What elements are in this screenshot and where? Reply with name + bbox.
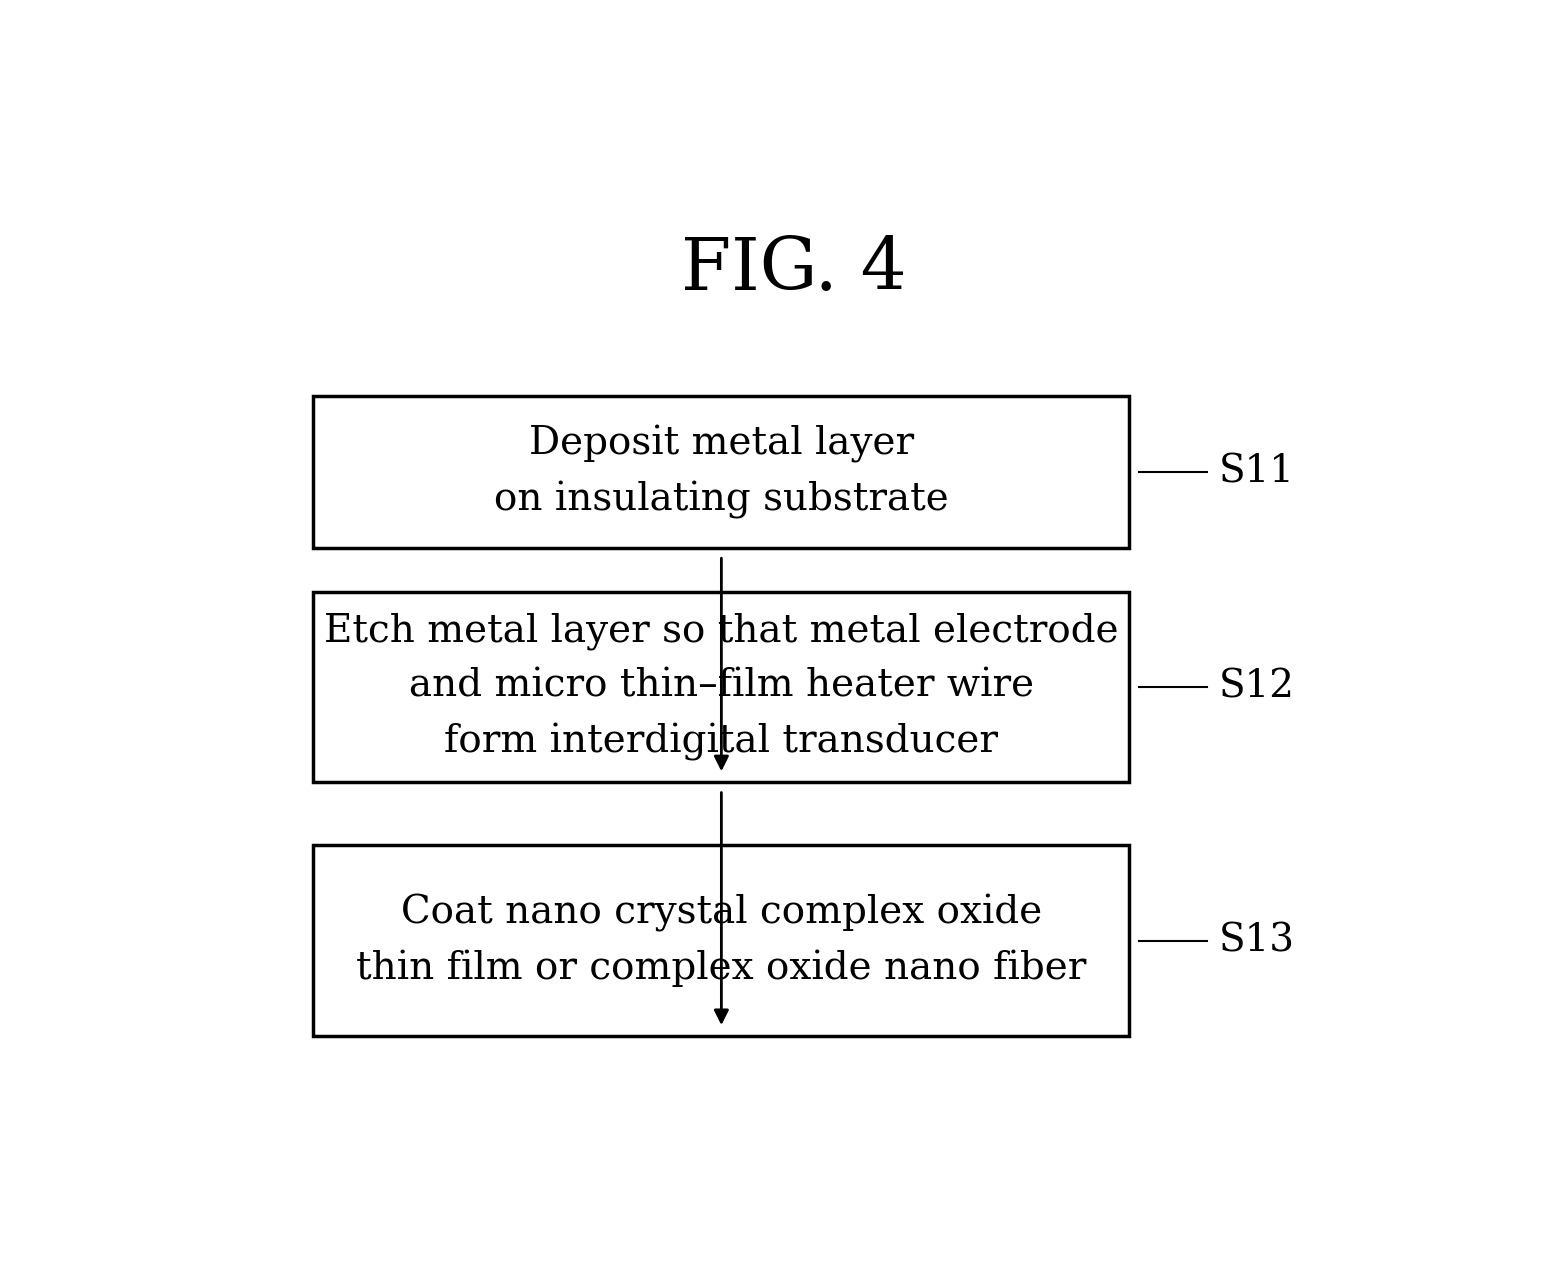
Text: FIG. 4: FIG. 4 (681, 235, 906, 304)
Text: Coat nano crystal complex oxide
thin film or complex oxide nano fiber: Coat nano crystal complex oxide thin fil… (356, 894, 1087, 988)
Bar (313, 846, 1130, 1036)
Text: Deposit metal layer
on insulating substrate: Deposit metal layer on insulating substr… (494, 425, 949, 519)
Text: Etch metal layer so that metal electrode
and micro thin–film heater wire
form in: Etch metal layer so that metal electrode… (324, 612, 1119, 761)
Text: S12: S12 (1220, 668, 1296, 705)
Bar (313, 591, 1130, 782)
Bar (313, 396, 1130, 548)
Text: S11: S11 (1220, 454, 1296, 491)
Text: S13: S13 (1220, 922, 1296, 959)
